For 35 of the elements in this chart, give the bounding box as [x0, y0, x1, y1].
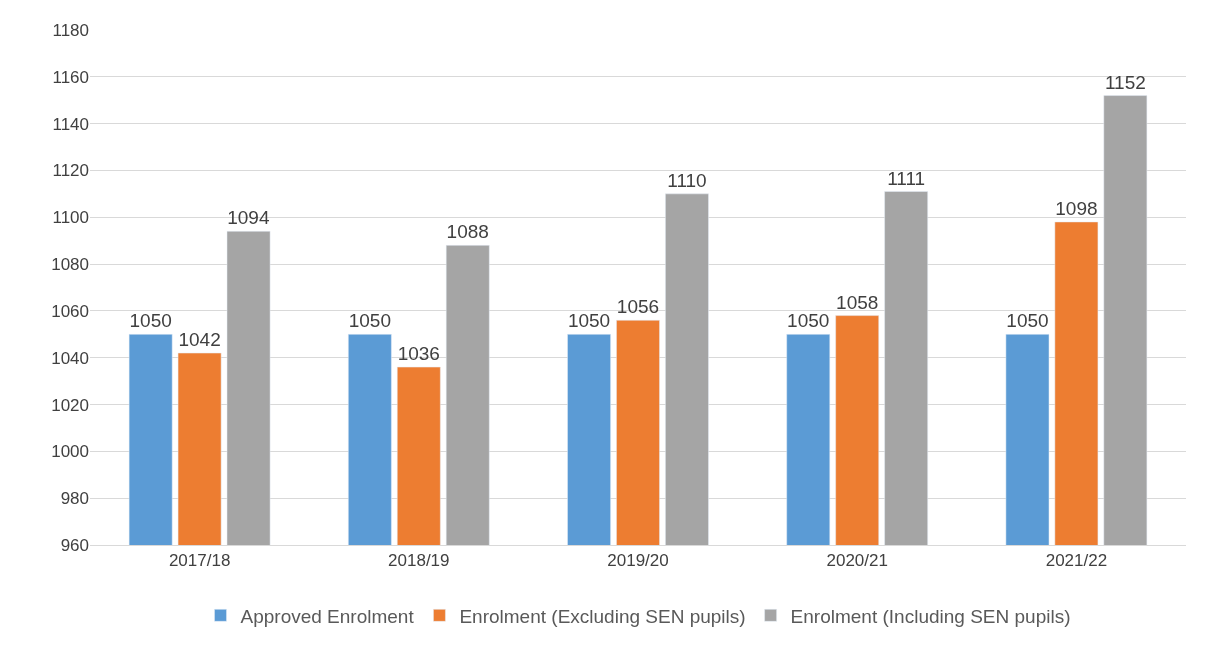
y-tick-label: 1000 [51, 442, 89, 462]
data-label: 1050 [567, 310, 611, 332]
y-tick-label: 1180 [52, 20, 89, 40]
data-label: 1152 [1104, 71, 1146, 93]
data-label: 1088 [446, 221, 489, 243]
legend-label: Enrolment (Excluding SEN pupils) [459, 605, 746, 627]
data-label: 1111 [887, 167, 926, 189]
data-label: 1094 [227, 207, 270, 229]
y-tick-label: 960 [60, 535, 89, 555]
y-tick-label: 1040 [51, 348, 89, 368]
x-tick-label: 2019/20 [607, 551, 669, 571]
legend-label: Approved Enrolment [240, 605, 415, 627]
data-label: 1056 [616, 296, 660, 318]
data-label: 1050 [1006, 310, 1049, 332]
data-label: 1042 [178, 329, 221, 351]
y-tick-label: 980 [60, 489, 89, 509]
x-tick-label: 2017/18 [168, 551, 231, 571]
y-tick-label: 1080 [51, 255, 89, 275]
data-label: 1050 [129, 310, 172, 332]
data-label: 1058 [836, 291, 879, 313]
y-tick-label: 1100 [52, 208, 89, 228]
data-label: 1036 [397, 343, 440, 365]
x-tick-label: 2018/19 [388, 551, 450, 571]
data-label: 1050 [787, 310, 830, 332]
data-label: 1110 [667, 169, 707, 191]
y-tick-label: 1120 [52, 161, 89, 181]
data-label: 1098 [1055, 197, 1098, 219]
legend-label: Enrolment (Including SEN pupils) [790, 605, 1071, 627]
y-tick-label: 1140 [52, 114, 89, 134]
x-tick-label: 2021/22 [1045, 551, 1108, 571]
y-tick-label: 1060 [51, 301, 89, 321]
x-tick-label: 2020/21 [826, 551, 888, 571]
y-tick-label: 1160 [52, 67, 89, 87]
y-tick-label: 1020 [51, 395, 89, 415]
data-label: 1050 [348, 310, 391, 332]
